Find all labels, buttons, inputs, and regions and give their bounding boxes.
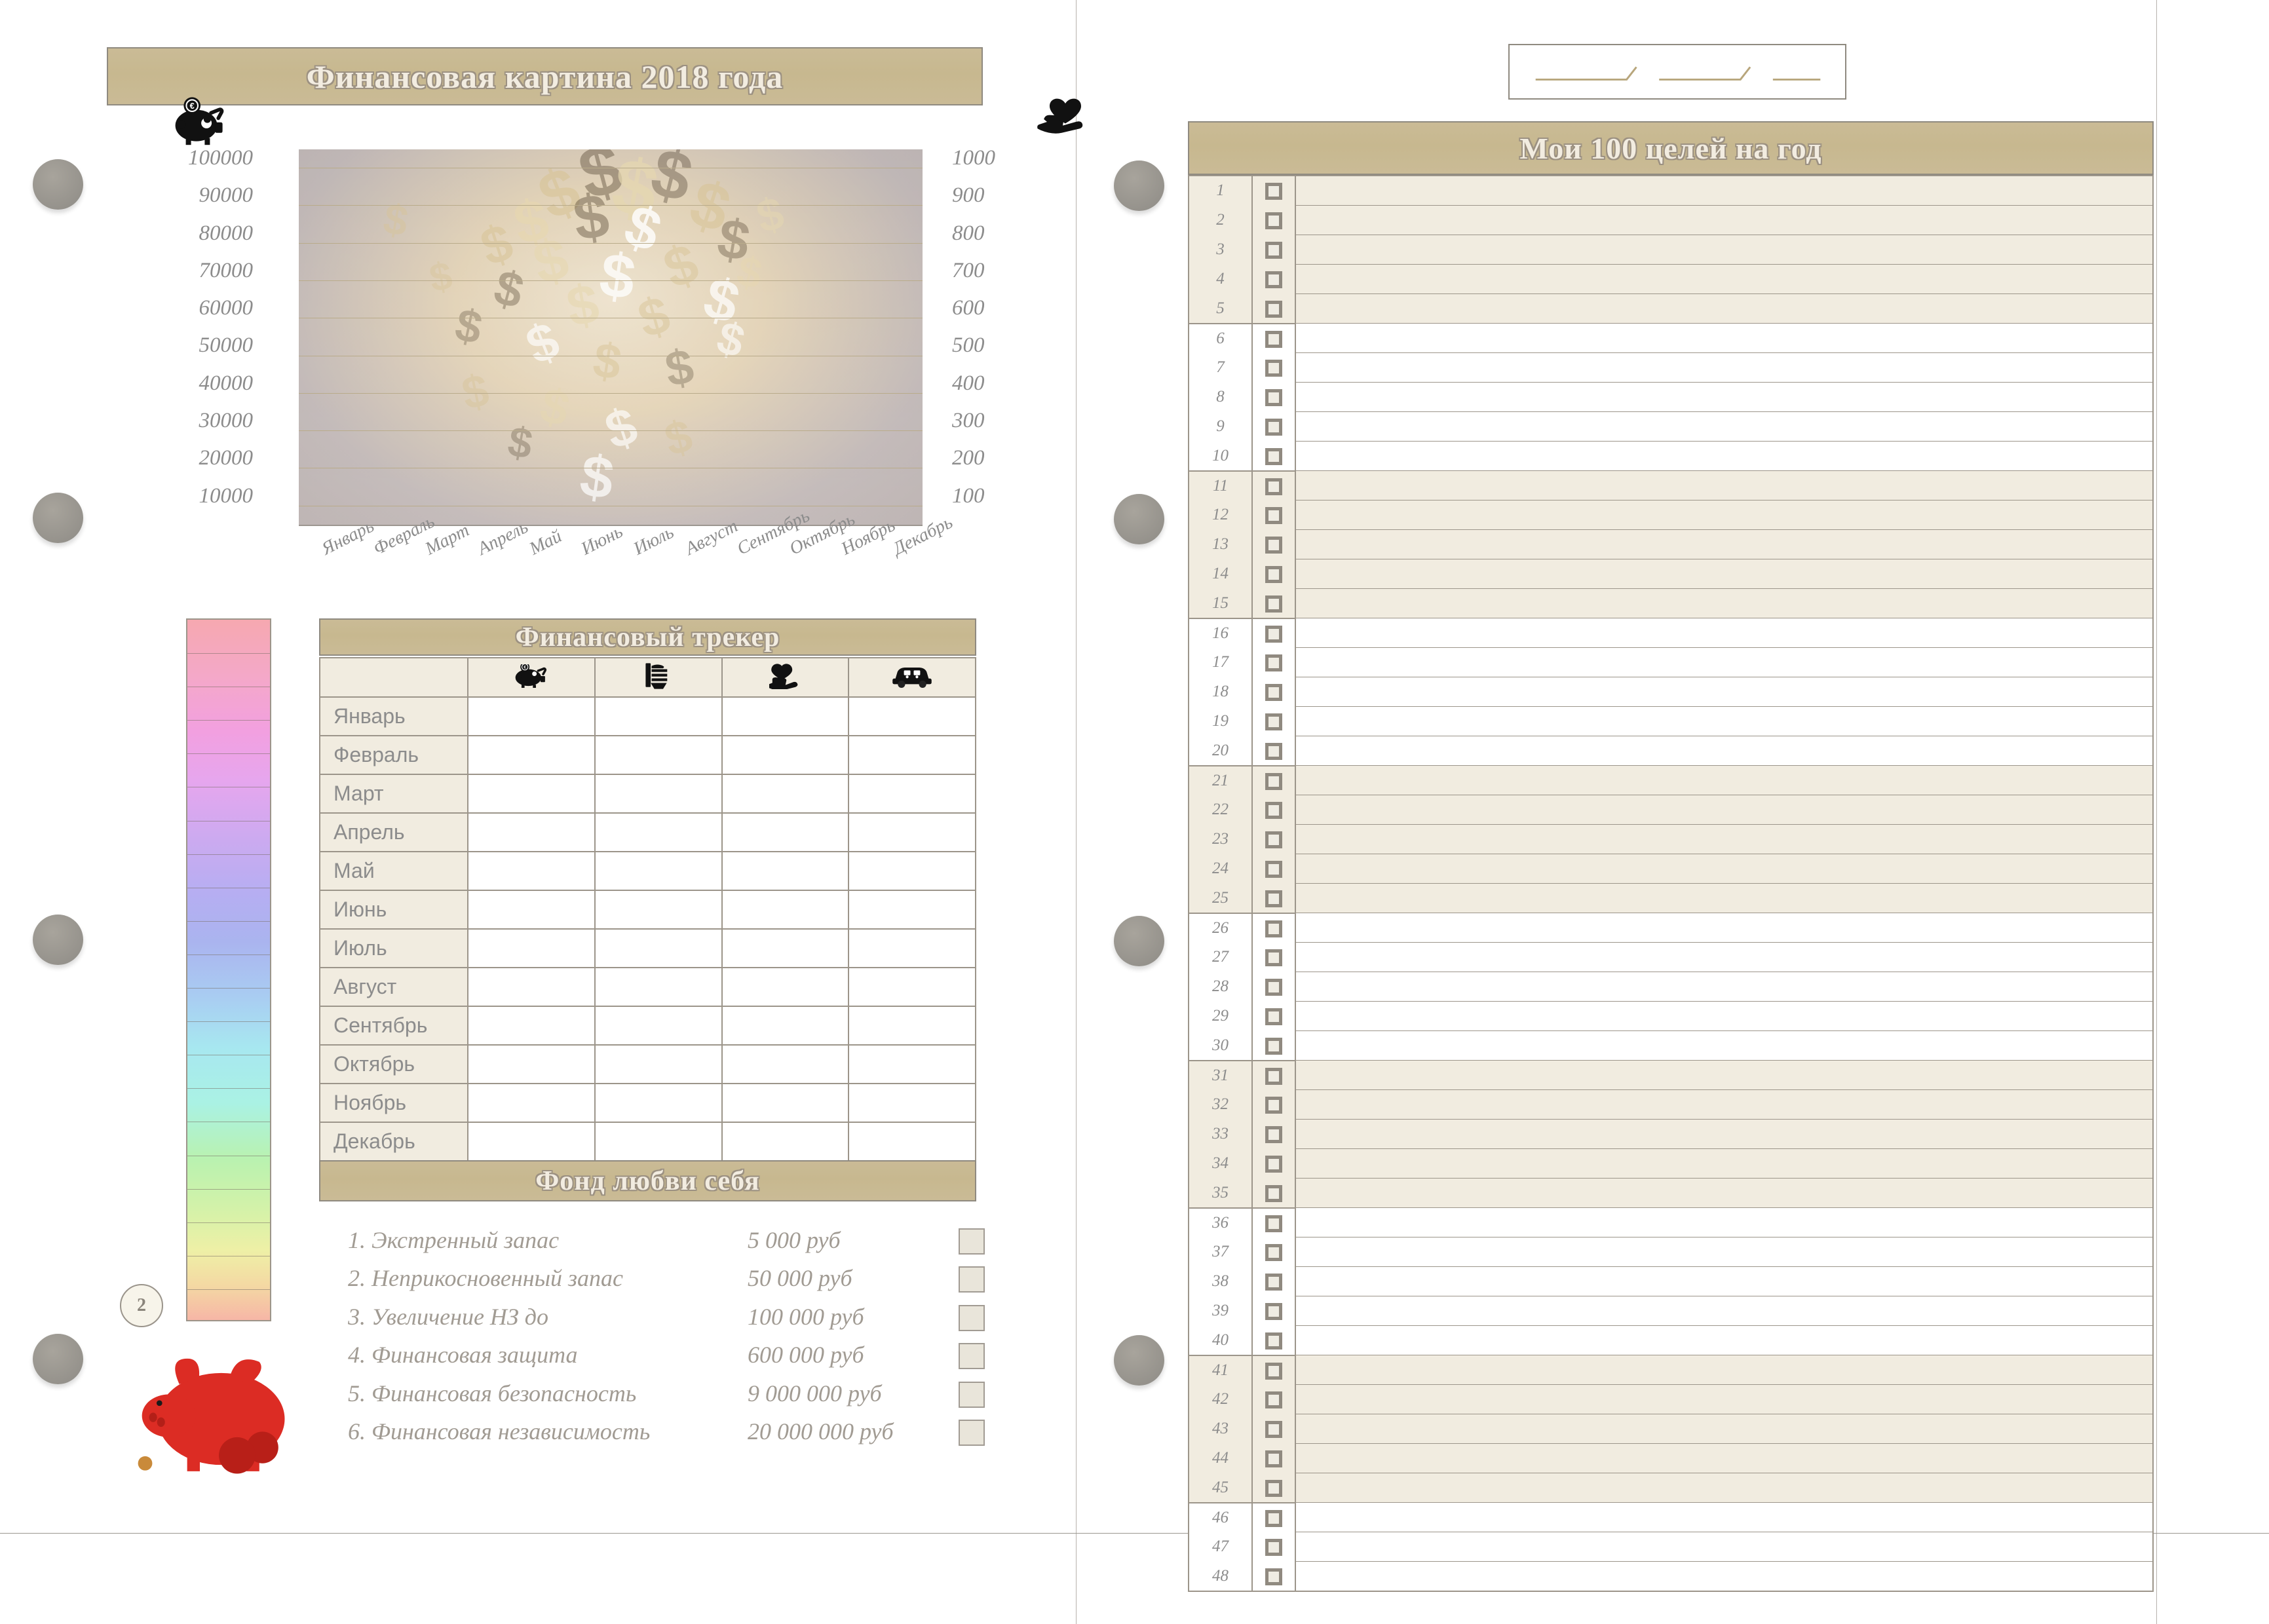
svg-text:€: € — [190, 101, 195, 111]
svg-text:€: € — [524, 665, 526, 670]
